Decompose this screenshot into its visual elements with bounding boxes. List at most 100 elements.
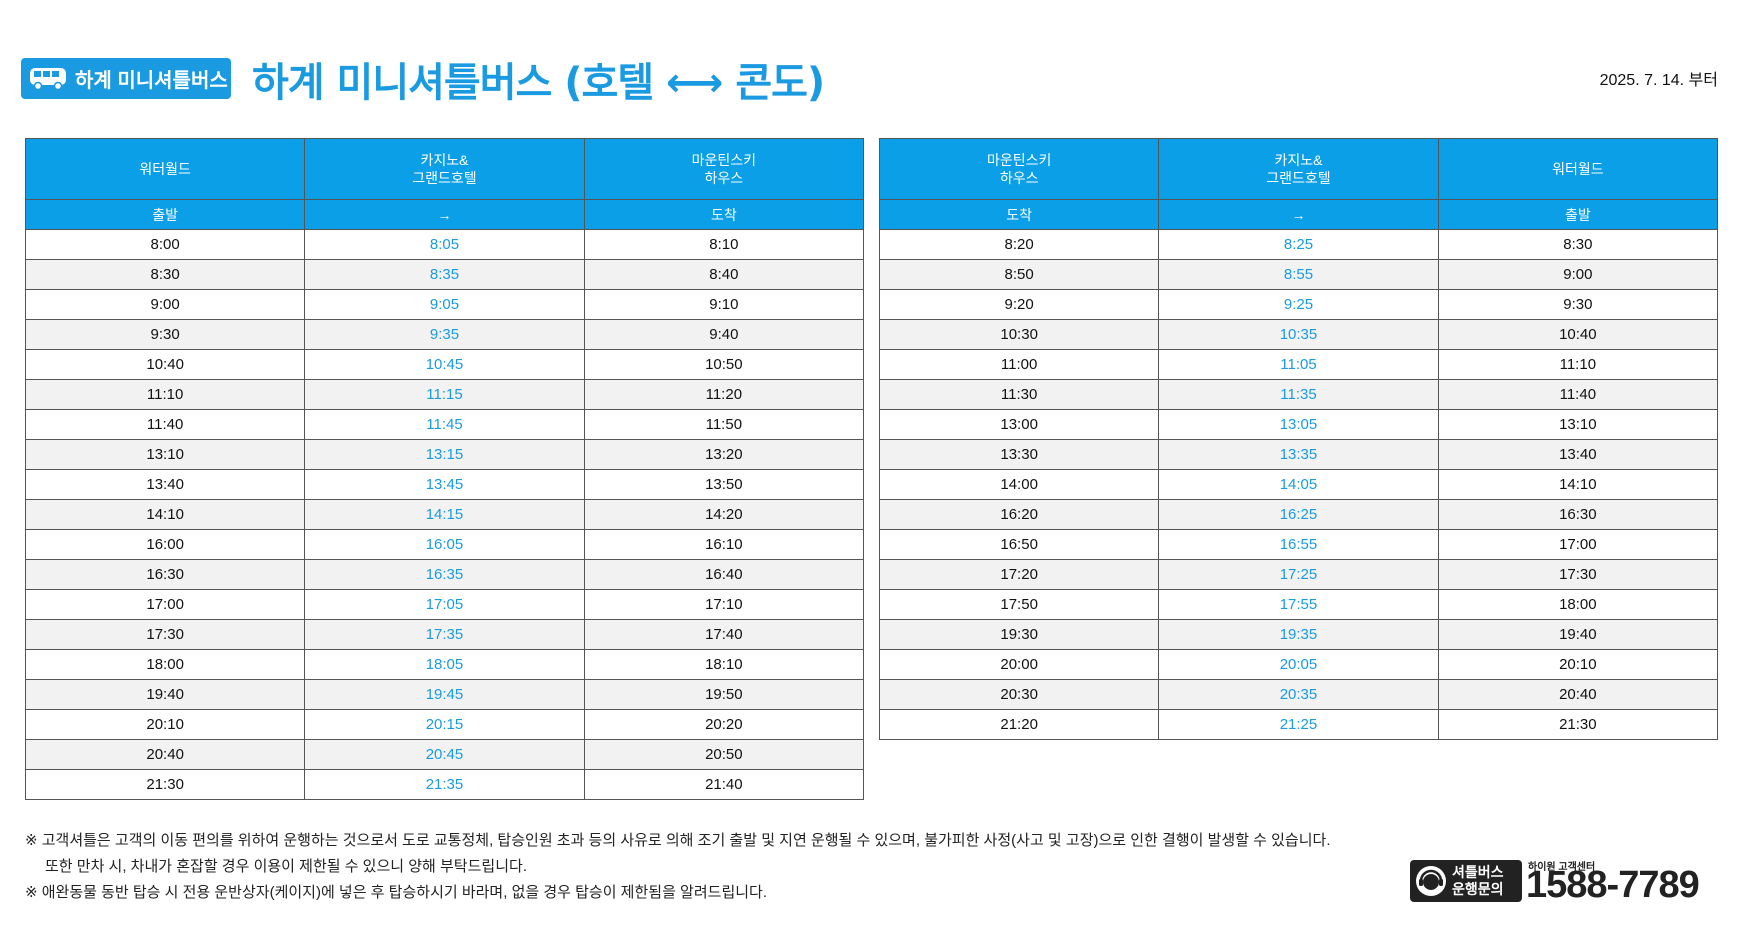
time-cell-casino: 16:05 [304,529,585,560]
time-cell: 13:10 [24,439,306,470]
time-cell: 20:40 [24,739,306,770]
table-row: 8:00 8:05 8:10 [24,229,865,260]
time-cell: 8:10 [583,229,865,260]
table-row: 16:30 16:35 16:40 [24,559,865,590]
time-cell-casino: 14:15 [304,499,585,530]
time-cell-casino: 16:55 [1158,529,1439,560]
column-subheader: → [1158,199,1439,230]
time-cell-casino: 17:55 [1158,589,1439,620]
column-subheader: 출발 [1437,199,1719,230]
notice: ※ 고객셔틀은 고객의 이동 편의를 위하여 운행하는 것으로서 도로 교통정체… [25,828,1331,906]
table-row: 13:30 13:35 13:40 [878,439,1719,470]
time-cell: 16:20 [878,499,1160,530]
time-cell: 16:00 [24,529,306,560]
time-cell: 13:00 [878,409,1160,440]
table-row: 20:10 20:15 20:20 [24,709,865,740]
contact-info: 셔틀버스 운행문의 하이원 고객센터 1588-7789 [1410,858,1720,906]
time-cell-casino: 19:45 [304,679,585,710]
time-cell: 19:50 [583,679,865,710]
time-cell: 9:30 [1437,289,1719,320]
table-row: 10:30 10:35 10:40 [878,319,1719,350]
contact-badge: 셔틀버스 운행문의 [1410,860,1522,902]
time-cell: 18:00 [1437,589,1719,620]
time-cell-casino: 13:05 [1158,409,1439,440]
time-cell: 10:40 [24,349,306,380]
contact-label: 운행문의 [1452,881,1504,897]
time-cell-casino: 8:55 [1158,259,1439,290]
time-cell-casino: 17:05 [304,589,585,620]
time-cell: 10:50 [583,349,865,380]
table-row: 14:00 14:05 14:10 [878,469,1719,500]
table-row: 13:40 13:45 13:50 [24,469,865,500]
column-subheader: → [304,199,585,230]
time-cell: 11:10 [1437,349,1719,380]
time-cell: 10:30 [878,319,1160,350]
time-cell: 19:40 [24,679,306,710]
time-cell: 20:00 [878,649,1160,680]
time-cell-casino: 10:45 [304,349,585,380]
time-cell-casino: 9:25 [1158,289,1439,320]
time-cell: 9:40 [583,319,865,350]
time-cell: 20:40 [1437,679,1719,710]
table-row: 11:00 11:05 11:10 [878,349,1719,380]
table-row: 17:00 17:05 17:10 [24,589,865,620]
time-cell: 18:00 [24,649,306,680]
notice-line: ※ 고객셔틀은 고객의 이동 편의를 위하여 운행하는 것으로서 도로 교통정체… [25,832,1331,849]
time-cell: 17:00 [24,589,306,620]
time-cell: 10:40 [1437,319,1719,350]
time-cell-casino: 16:35 [304,559,585,590]
timetable-condo-to-hotel: 마운틴스키 하우스 카지노& 그랜드호텔 워터월드 도착 → 출발 8:20 8:25… [878,138,1719,740]
time-cell: 8:20 [878,229,1160,260]
table-row: 9:30 9:35 9:40 [24,319,865,350]
time-cell: 8:50 [878,259,1160,290]
time-cell: 19:40 [1437,619,1719,650]
time-cell-casino: 10:35 [1158,319,1439,350]
time-cell: 16:50 [878,529,1160,560]
time-cell: 8:30 [1437,229,1719,260]
column-header: 워터월드 [24,138,306,200]
table-row: 21:20 21:25 21:30 [878,709,1719,740]
time-cell: 9:00 [1437,259,1719,290]
time-cell-casino: 11:15 [304,379,585,410]
time-cell-casino: 21:25 [1158,709,1439,740]
time-cell: 8:30 [24,259,306,290]
table-row: 20:00 20:05 20:10 [878,649,1719,680]
time-cell: 16:10 [583,529,865,560]
time-cell-casino: 13:35 [1158,439,1439,470]
column-header: 마운틴스키 하우스 [878,138,1160,200]
time-cell-casino: 11:05 [1158,349,1439,380]
time-cell-casino: 8:25 [1158,229,1439,260]
time-cell: 14:20 [583,499,865,530]
time-cell: 13:40 [1437,439,1719,470]
column-subheader: 도착 [583,199,865,230]
time-cell: 8:40 [583,259,865,290]
time-cell: 11:40 [1437,379,1719,410]
time-cell-casino: 17:25 [1158,559,1439,590]
headset-icon [1416,866,1446,896]
time-cell-casino: 14:05 [1158,469,1439,500]
time-cell: 21:30 [1437,709,1719,740]
time-cell: 11:10 [24,379,306,410]
time-cell-casino: 20:15 [304,709,585,740]
time-cell: 11:20 [583,379,865,410]
page-title: 하계 미니셔틀버스 (호텔 ⟷ 콘도) [252,60,825,106]
time-cell-casino: 21:35 [304,769,585,800]
column-header: 워터월드 [1437,138,1719,200]
time-cell: 13:20 [583,439,865,470]
time-cell-casino: 8:35 [304,259,585,290]
time-cell: 17:00 [1437,529,1719,560]
timetable-hotel-to-condo: 워터월드 카지노& 그랜드호텔 마운틴스키 하우스 출발 → 도착 8:00 8:05… [24,138,865,800]
time-cell: 21:40 [583,769,865,800]
time-cell: 14:10 [1437,469,1719,500]
time-cell: 8:00 [24,229,306,260]
time-cell: 18:10 [583,649,865,680]
time-cell-casino: 20:35 [1158,679,1439,710]
table-row: 8:30 8:35 8:40 [24,259,865,290]
time-cell: 9:20 [878,289,1160,320]
time-cell-casino: 18:05 [304,649,585,680]
time-cell: 17:50 [878,589,1160,620]
time-cell: 9:10 [583,289,865,320]
table-row: 16:00 16:05 16:10 [24,529,865,560]
table-row: 21:30 21:35 21:40 [24,769,865,800]
time-cell: 14:10 [24,499,306,530]
